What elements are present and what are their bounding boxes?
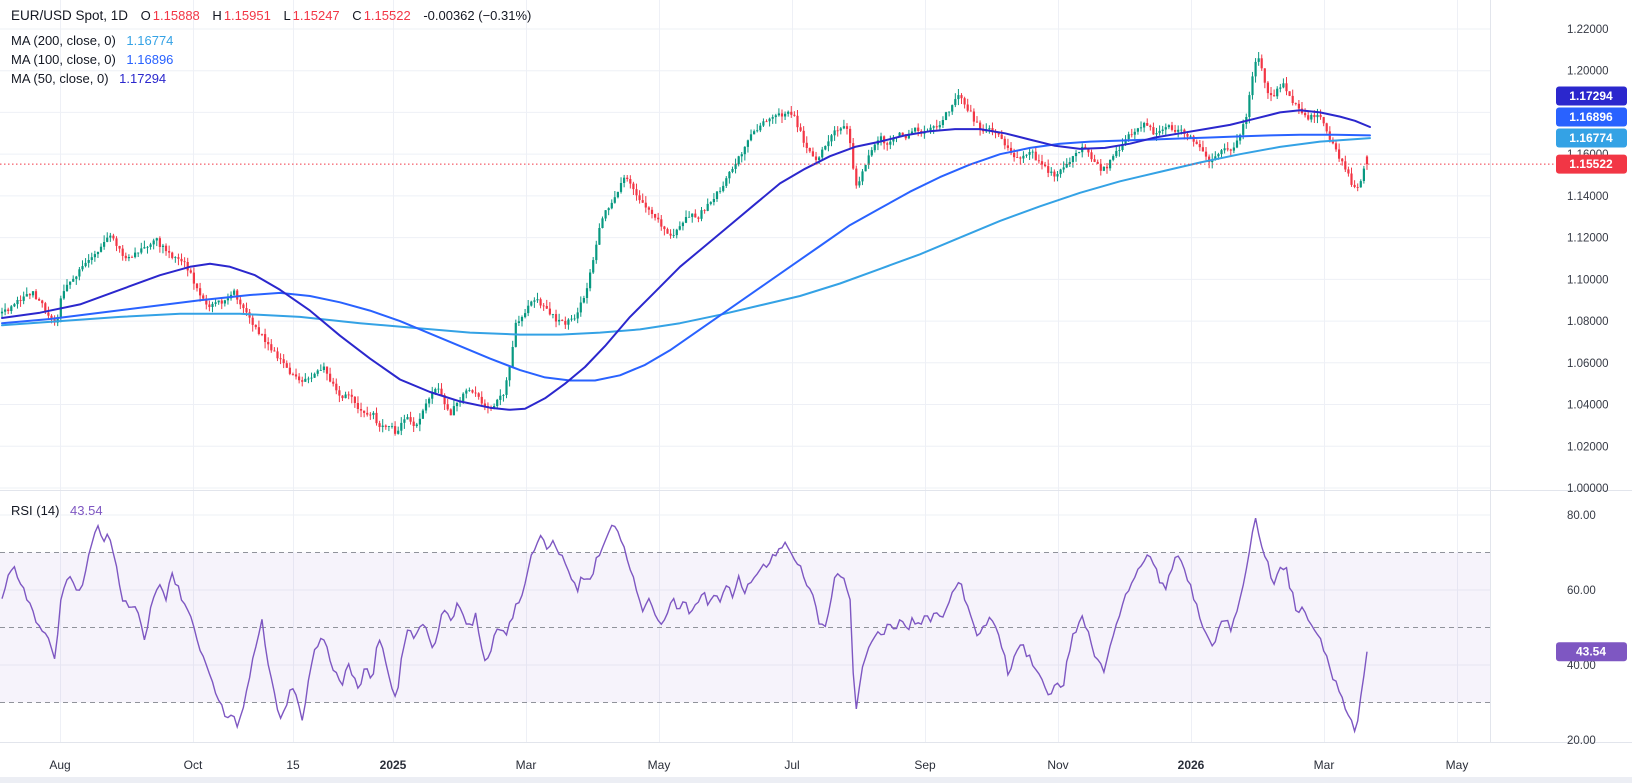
ma-50-value: 1.17294: [119, 71, 167, 86]
time-axis[interactable]: Aug Oct 15 2025 Mar May Jul Sep Nov 2026 Mar May: [49, 758, 1468, 772]
high-value: 1.15951: [223, 8, 271, 23]
rsi-pane: [0, 552, 1490, 703]
ma-100-row[interactable]: MA (100, close, 0) 1.16896: [11, 52, 173, 67]
svg-text:1.16774: 1.16774: [1569, 131, 1613, 145]
svg-text:15: 15: [286, 758, 300, 772]
rsi-legend-row[interactable]: RSI (14) 43.54: [11, 503, 103, 518]
svg-text:Mar: Mar: [516, 758, 537, 772]
ma-200-row[interactable]: MA (200, close, 0) 1.16774: [11, 33, 173, 48]
svg-text:Aug: Aug: [49, 758, 70, 772]
rsi-band: [0, 552, 1490, 703]
ohlc-readout: O 1.15888 H 1.15951 L 1.15247 C 1.15522: [132, 8, 415, 23]
rsi-label: RSI (14): [11, 503, 60, 518]
change-value: -0.00362 (−0.31%): [423, 8, 532, 23]
ma-100-label: MA (100, close, 0): [11, 52, 116, 67]
svg-text:1.10000: 1.10000: [1567, 274, 1609, 286]
svg-text:1.15522: 1.15522: [1569, 157, 1613, 171]
ma-100-value: 1.16896: [126, 52, 174, 67]
ma-200-line: [1, 137, 1371, 336]
svg-text:80.00: 80.00: [1567, 510, 1596, 522]
svg-text:1.16896: 1.16896: [1569, 110, 1613, 124]
ma-lines-layer: [1, 109, 1371, 411]
rsi-line: [1, 517, 1368, 734]
open-value: 1.15888: [152, 8, 200, 23]
svg-text:40.00: 40.00: [1567, 660, 1596, 672]
close-label: C: [352, 8, 362, 23]
ma-200-value: 1.16774: [126, 33, 174, 48]
svg-text:May: May: [648, 758, 671, 772]
symbol-row[interactable]: EUR/USD Spot, 1D O 1.15888 H 1.15951 L 1.15…: [11, 8, 531, 23]
rsi-badge: [1556, 642, 1627, 662]
low-label: L: [283, 8, 291, 23]
svg-text:1.02000: 1.02000: [1567, 441, 1609, 453]
close-value: 1.15522: [363, 8, 411, 23]
svg-text:Mar: Mar: [1314, 758, 1335, 772]
svg-text:1.04000: 1.04000: [1567, 400, 1609, 412]
ma-50-line: [1, 109, 1371, 411]
symbol-title: EUR/USD Spot, 1D: [11, 8, 129, 23]
high-label: H: [212, 8, 222, 23]
ma-50-row[interactable]: MA (50, close, 0) 1.17294: [11, 71, 166, 86]
svg-text:Jul: Jul: [784, 758, 799, 772]
svg-text:1.08000: 1.08000: [1567, 316, 1609, 328]
axis-badges: 1.15522 1.16774 1.16896 1.17294 43.54: [1556, 86, 1627, 662]
svg-text:1.00000: 1.00000: [1567, 483, 1609, 495]
candles-layer: [0, 52, 1369, 436]
price-badge: [1556, 107, 1627, 127]
price-badge: [1556, 128, 1627, 148]
bottom-strip: [0, 777, 1632, 783]
open-label: O: [140, 8, 151, 23]
svg-text:1.22000: 1.22000: [1567, 24, 1609, 36]
ma-200-label: MA (200, close, 0): [11, 33, 116, 48]
svg-text:1.20000: 1.20000: [1567, 66, 1609, 78]
low-value: 1.15247: [292, 8, 340, 23]
svg-text:43.54: 43.54: [1576, 645, 1606, 659]
svg-text:1.14000: 1.14000: [1567, 191, 1609, 203]
svg-text:2025: 2025: [380, 758, 407, 772]
svg-text:1.17294: 1.17294: [1569, 89, 1613, 103]
svg-text:1.12000: 1.12000: [1567, 233, 1609, 245]
rsi-value: 43.54: [70, 503, 103, 518]
rsi-axis[interactable]: 80.00 60.00 40.00 20.00: [1567, 510, 1596, 747]
svg-text:May: May: [1446, 758, 1469, 772]
svg-text:1.06000: 1.06000: [1567, 358, 1609, 370]
ma-50-label: MA (50, close, 0): [11, 71, 109, 86]
svg-text:Oct: Oct: [184, 758, 203, 772]
price-badge: [1556, 154, 1627, 174]
price-badge: [1556, 86, 1627, 106]
svg-text:2026: 2026: [1178, 758, 1205, 772]
svg-text:20.00: 20.00: [1567, 735, 1596, 747]
svg-text:Nov: Nov: [1047, 758, 1068, 772]
svg-text:60.00: 60.00: [1567, 585, 1596, 597]
svg-text:Sep: Sep: [914, 758, 936, 772]
